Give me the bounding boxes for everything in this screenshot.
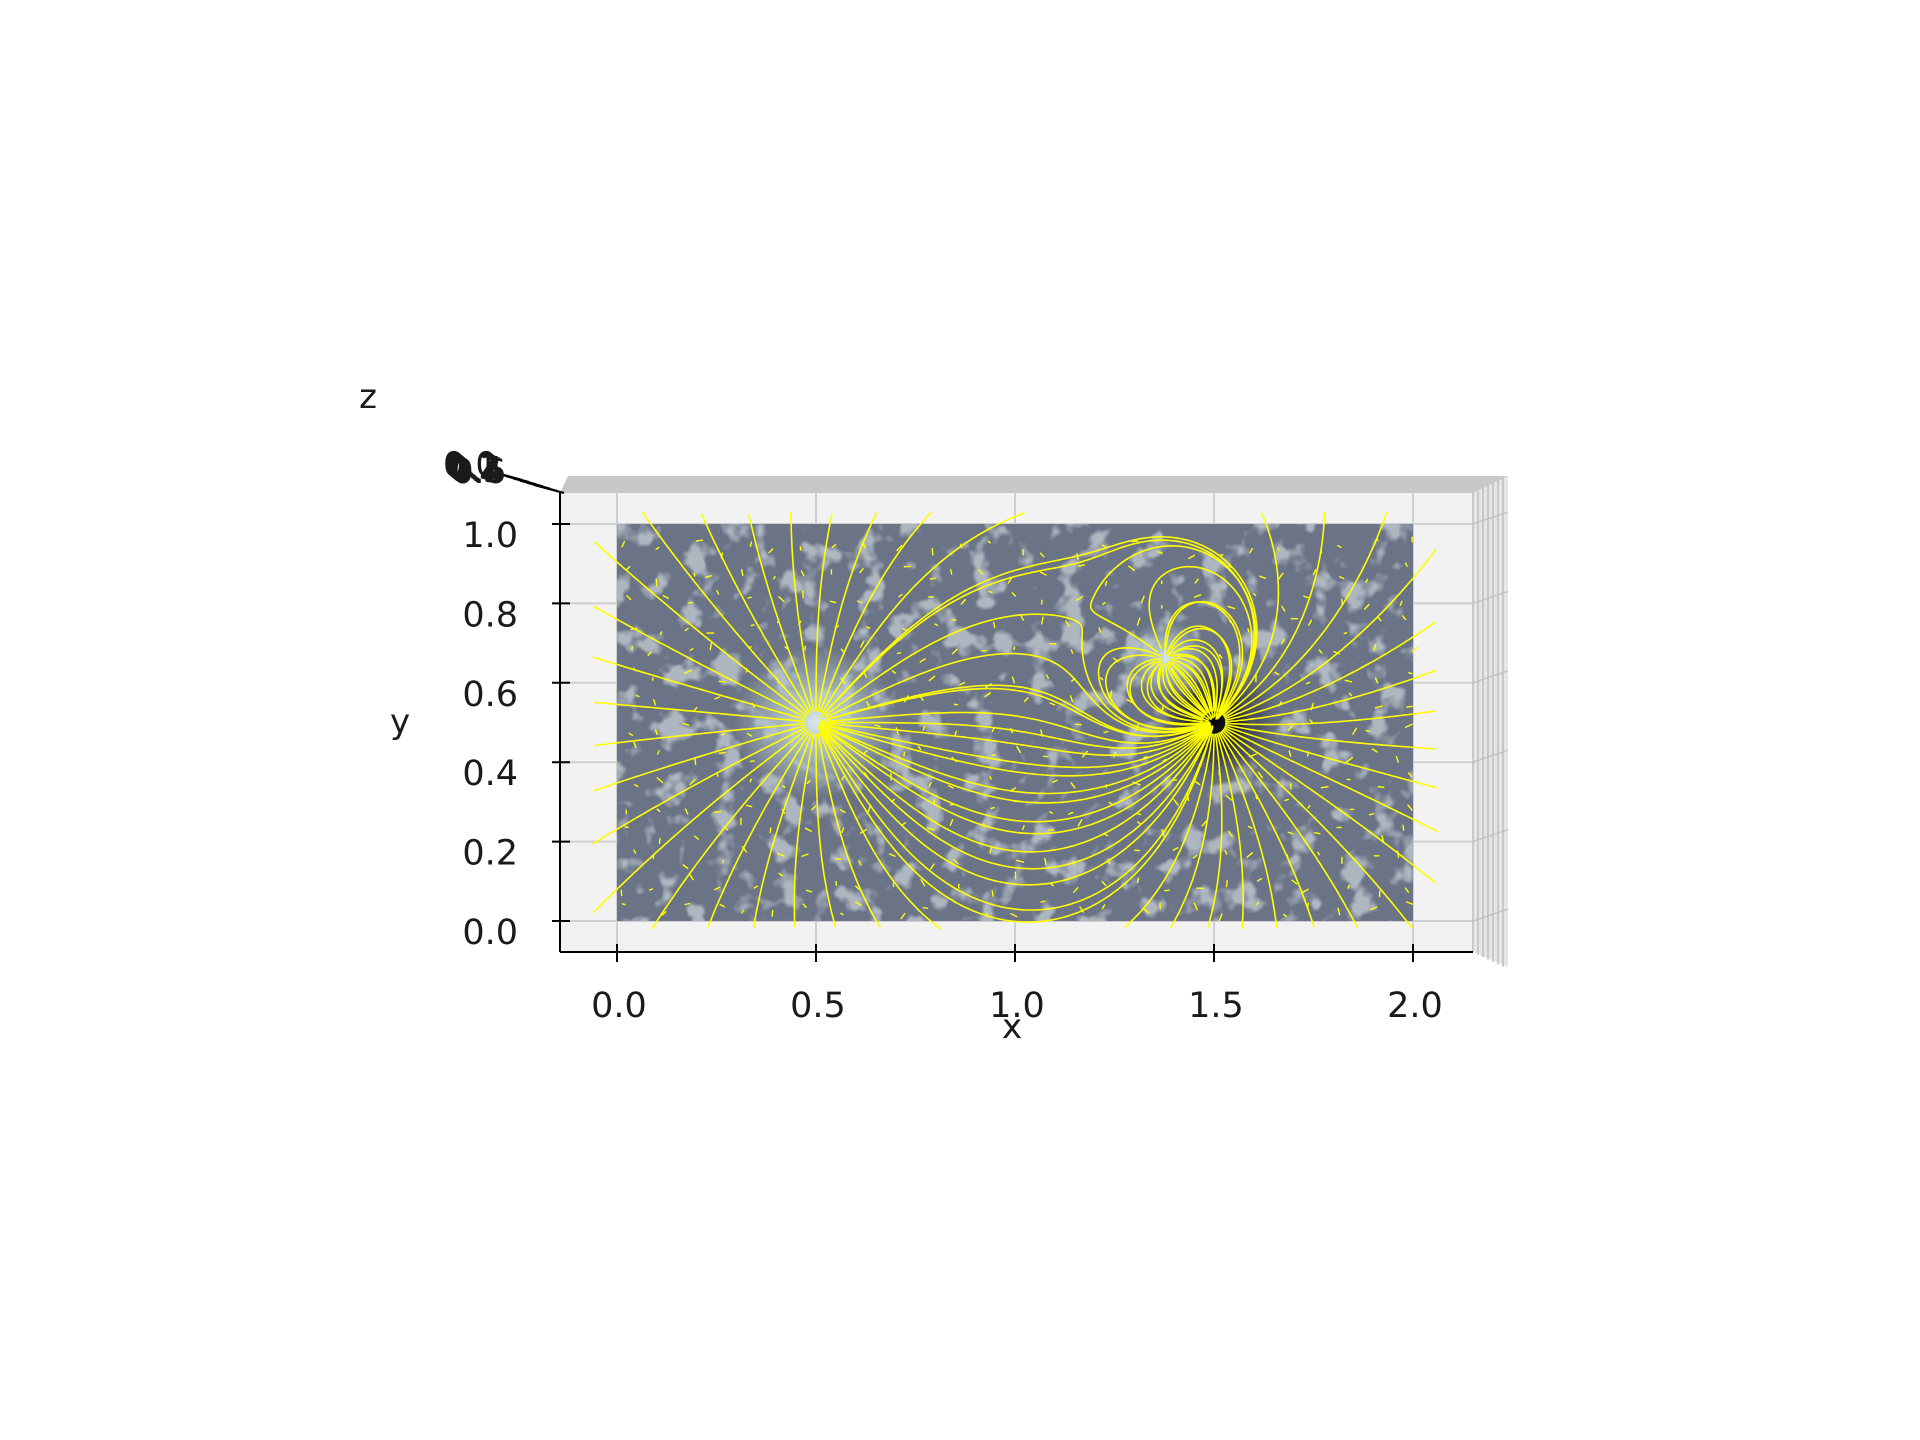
tick-marks <box>491 470 1414 962</box>
z-tick-label: 0.0 <box>443 445 497 485</box>
z-tick-label: 0.2 <box>446 447 500 487</box>
x-tick-label: 1.0 <box>989 986 1045 1026</box>
y-tick-label: 0.0 <box>462 913 518 953</box>
x-tick-label: 2.0 <box>1387 986 1443 1026</box>
y-tick-label: 0.4 <box>462 754 518 794</box>
y-tick-label: 1.0 <box>462 516 518 556</box>
z-tick-label: 0.3 <box>447 449 501 489</box>
y-tick-label: 0.2 <box>462 834 518 874</box>
x-axis-label: x <box>1002 1007 1022 1047</box>
x-tick-label: 0.0 <box>591 986 647 1026</box>
y-tick-label: 0.6 <box>462 675 518 715</box>
z-tick-label: 0.6 <box>452 452 506 492</box>
axes-lines <box>559 493 1473 953</box>
z-tick-label: 0.4 <box>449 450 503 490</box>
x-tick-label: 0.5 <box>790 986 846 1026</box>
x-tick-label: 1.5 <box>1188 986 1244 1026</box>
y-axis-label: y <box>390 702 410 742</box>
field-streamlines <box>592 511 1438 930</box>
z-tick-label: 0.5 <box>450 451 504 491</box>
y-tick-label: 0.8 <box>462 595 518 635</box>
z-tick <box>491 470 523 481</box>
z-tick-label: 0.1 <box>444 446 498 486</box>
z-axis-label: z <box>359 377 377 417</box>
tick-labels: 0.0 0.5 1.0 1.5 2.00.00.20.40.60.81.00.00.10… <box>443 445 1443 1026</box>
